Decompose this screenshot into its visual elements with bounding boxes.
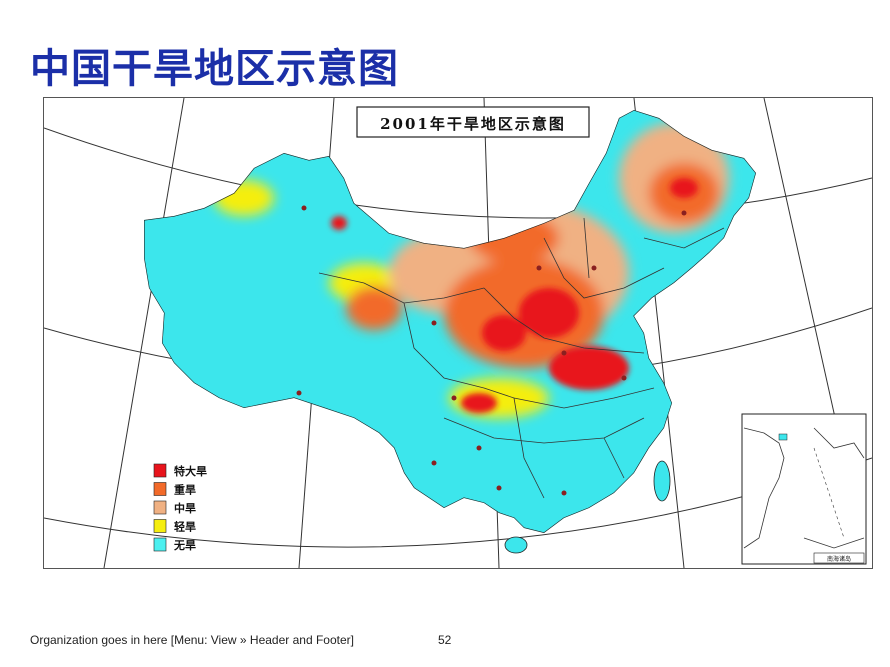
legend-label: 中旱 xyxy=(174,501,196,515)
severe-drought-area xyxy=(519,288,579,338)
heavy-drought-area xyxy=(469,213,559,263)
inset-boundary xyxy=(813,447,845,539)
legend-label: 特大旱 xyxy=(174,464,207,478)
legend-swatch xyxy=(153,463,167,478)
legend-swatch xyxy=(153,519,167,533)
slide-title: 中国干旱地区示意图 xyxy=(30,46,399,92)
severe-drought-area xyxy=(461,393,497,413)
longitude-line xyxy=(763,98,845,459)
map-title: 2001年干旱地区示意图 xyxy=(380,115,566,133)
city-dot xyxy=(296,390,302,396)
legend-label: 无旱 xyxy=(173,539,196,552)
inset-label: 南海诸岛 xyxy=(827,555,851,563)
inset-island xyxy=(778,433,788,441)
city-dot xyxy=(591,265,597,271)
legend-swatch xyxy=(153,500,167,515)
legend-swatch xyxy=(153,537,167,552)
longitude-line xyxy=(103,98,185,568)
inset-coastline xyxy=(743,427,785,549)
inset-coastline xyxy=(813,427,865,459)
hainan-island xyxy=(504,536,528,554)
drought-map: 2001年干旱地区示意图 特大旱重旱中旱轻旱无旱 南海诸岛 xyxy=(43,97,873,569)
city-dot xyxy=(451,395,457,401)
page-number: 52 xyxy=(438,633,452,647)
city-dot xyxy=(681,210,687,216)
severe-drought-area xyxy=(670,178,698,198)
severe-drought-area xyxy=(331,216,347,230)
city-dot xyxy=(561,350,567,356)
severe-drought-area xyxy=(482,315,526,351)
legend-label: 轻旱 xyxy=(174,520,196,534)
city-dot xyxy=(496,485,502,491)
province-borders xyxy=(318,217,725,499)
city-markers xyxy=(296,205,687,496)
light-drought-area xyxy=(214,180,274,216)
city-dot xyxy=(561,490,567,496)
latitude-line xyxy=(44,127,872,219)
legend-swatch xyxy=(153,482,167,496)
legend-label: 重旱 xyxy=(174,483,196,497)
taiwan-island xyxy=(653,460,671,502)
footer-text: Organization goes in here [Menu: View » … xyxy=(30,633,354,647)
heavy-drought-area xyxy=(346,286,402,330)
city-dot xyxy=(536,265,542,271)
city-dot xyxy=(476,445,482,451)
map-title-box: 2001年干旱地区示意图 xyxy=(356,106,590,138)
city-dot xyxy=(431,460,437,466)
city-dot xyxy=(621,375,627,381)
severe-drought-area xyxy=(549,346,629,390)
city-dot xyxy=(431,320,437,326)
south-china-sea-inset: 南海诸岛 xyxy=(741,413,867,565)
city-dot xyxy=(301,205,307,211)
inset-coastline xyxy=(803,537,865,549)
